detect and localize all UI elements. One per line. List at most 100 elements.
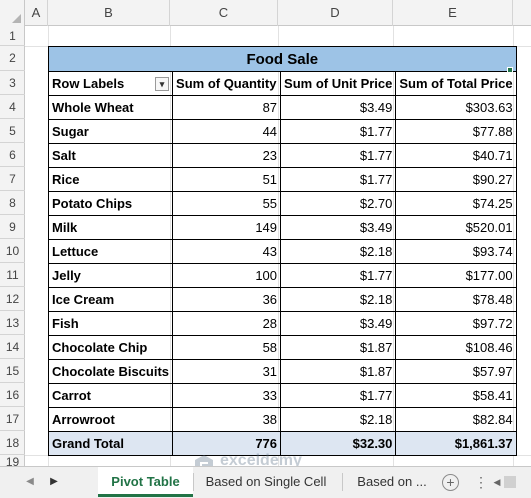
row-label-cell[interactable]: Arrowroot [47,407,174,432]
total-price-cell[interactable]: $77.88 [395,119,517,144]
row-header-16[interactable]: 16 [0,383,25,407]
row-header-6[interactable]: 6 [0,143,25,167]
row-header-11[interactable]: 11 [0,263,25,287]
unit-price-cell[interactable]: $3.49 [280,215,397,240]
selection-fill-handle[interactable] [507,67,513,73]
unit-price-cell[interactable]: $2.70 [280,191,397,216]
row-header-17[interactable]: 17 [0,407,25,431]
total-price-cell[interactable]: $82.84 [395,407,517,432]
row-label-cell[interactable]: Chocolate Chip [47,335,174,360]
quantity-cell[interactable]: 23 [172,143,282,168]
row-label-cell[interactable]: Chocolate Biscuits [47,359,174,384]
unit-price-cell[interactable]: $1.77 [280,383,397,408]
column-header-a[interactable]: A [25,0,48,26]
unit-price-cell[interactable]: $2.18 [280,239,397,264]
quantity-cell[interactable]: 33 [172,383,282,408]
scroll-tabs-left-icon[interactable]: ◀ [26,476,34,487]
column-header-c[interactable]: C [170,0,278,26]
total-price-cell[interactable]: $40.71 [395,143,517,168]
row-label-cell[interactable]: Lettuce [47,239,174,264]
horizontal-scrollbar[interactable]: ◀ [490,474,530,490]
row-label-cell[interactable]: Jelly [47,263,174,288]
row-header-8[interactable]: 8 [0,191,25,215]
column-header-d[interactable]: D [278,0,393,26]
unit-price-cell[interactable]: $3.49 [280,95,397,120]
total-price-cell[interactable]: $74.25 [395,191,517,216]
row-header-3[interactable]: 3 [0,71,25,95]
column-header-e[interactable]: E [393,0,513,26]
scroll-tabs-right-icon[interactable]: ▶ [50,476,58,487]
total-price-header[interactable]: Sum of Total Price [395,71,517,96]
scrollbar-thumb[interactable] [504,476,516,488]
quantity-cell[interactable]: 28 [172,311,282,336]
filter-sort-icon[interactable]: ▾ [155,77,170,91]
total-price-cell[interactable]: $58.41 [395,383,517,408]
row-label-cell[interactable]: Ice Cream [47,287,174,312]
quantity-cell[interactable]: 36 [172,287,282,312]
row-header-9[interactable]: 9 [0,215,25,239]
row-header-12[interactable]: 12 [0,287,25,311]
grand-total-unit-price[interactable]: $32.30 [280,431,397,456]
row-label-cell[interactable]: Whole Wheat [47,95,174,120]
pivot-title[interactable]: Food Sale [48,46,517,72]
row-label-cell[interactable]: Milk [47,215,174,240]
quantity-cell[interactable]: 43 [172,239,282,264]
row-label-cell[interactable]: Rice [47,167,174,192]
total-price-cell[interactable]: $177.00 [395,263,517,288]
row-header-13[interactable]: 13 [0,311,25,335]
row-header-1[interactable]: 1 [0,26,25,46]
unit-price-cell[interactable]: $1.77 [280,263,397,288]
pivot-table[interactable]: Food Sale Row Labels ▾ Sum of Quantity Su… [47,46,517,456]
total-price-cell[interactable]: $108.46 [395,335,517,360]
grand-total-total-price[interactable]: $1,861.37 [395,431,517,456]
tab-based-on[interactable]: Based on ... [357,474,427,489]
row-label-cell[interactable]: Salt [47,143,174,168]
row-labels-header[interactable]: Row Labels ▾ [47,71,174,96]
row-label-cell[interactable]: Potato Chips [47,191,174,216]
row-label-cell[interactable]: Sugar [47,119,174,144]
unit-price-cell[interactable]: $2.18 [280,407,397,432]
quantity-cell[interactable]: 100 [172,263,282,288]
unit-price-cell[interactable]: $2.18 [280,287,397,312]
unit-price-cell[interactable]: $1.87 [280,335,397,360]
quantity-cell[interactable]: 58 [172,335,282,360]
quantity-cell[interactable]: 149 [172,215,282,240]
row-label-cell[interactable]: Carrot [47,383,174,408]
unit-price-cell[interactable]: $3.49 [280,311,397,336]
scroll-left-icon[interactable]: ◀ [493,477,501,487]
total-price-cell[interactable]: $93.74 [395,239,517,264]
total-price-cell[interactable]: $57.97 [395,359,517,384]
grand-total-quantity[interactable]: 776 [172,431,282,456]
unit-price-cell[interactable]: $1.77 [280,167,397,192]
total-price-cell[interactable]: $78.48 [395,287,517,312]
quantity-cell[interactable]: 38 [172,407,282,432]
quantity-cell[interactable]: 44 [172,119,282,144]
quantity-cell[interactable]: 55 [172,191,282,216]
total-price-cell[interactable]: $520.01 [395,215,517,240]
total-price-cell[interactable]: $90.27 [395,167,517,192]
row-header-10[interactable]: 10 [0,239,25,263]
more-options-icon[interactable]: ⋮ [474,474,488,490]
row-header-4[interactable]: 4 [0,95,25,119]
row-header-2[interactable]: 2 [0,46,25,71]
column-header-b[interactable]: B [48,0,170,26]
quantity-cell[interactable]: 31 [172,359,282,384]
unit-price-cell[interactable]: $1.77 [280,143,397,168]
row-header-18[interactable]: 18 [0,431,25,455]
quantity-header[interactable]: Sum of Quantity [172,71,282,96]
row-header-14[interactable]: 14 [0,335,25,359]
quantity-cell[interactable]: 51 [172,167,282,192]
row-label-cell[interactable]: Fish [47,311,174,336]
row-header-5[interactable]: 5 [0,119,25,143]
unit-price-header[interactable]: Sum of Unit Price [280,71,397,96]
total-price-cell[interactable]: $97.72 [395,311,517,336]
unit-price-cell[interactable]: $1.77 [280,119,397,144]
row-header-15[interactable]: 15 [0,359,25,383]
unit-price-cell[interactable]: $1.87 [280,359,397,384]
row-header-7[interactable]: 7 [0,167,25,191]
total-price-cell[interactable]: $303.63 [395,95,517,120]
grand-total-label[interactable]: Grand Total [47,431,174,456]
add-sheet-icon[interactable]: + [442,474,459,491]
tab-pivot-table[interactable]: Pivot Table [98,467,193,497]
tab-based-on-single-cell[interactable]: Based on Single Cell [205,474,327,489]
